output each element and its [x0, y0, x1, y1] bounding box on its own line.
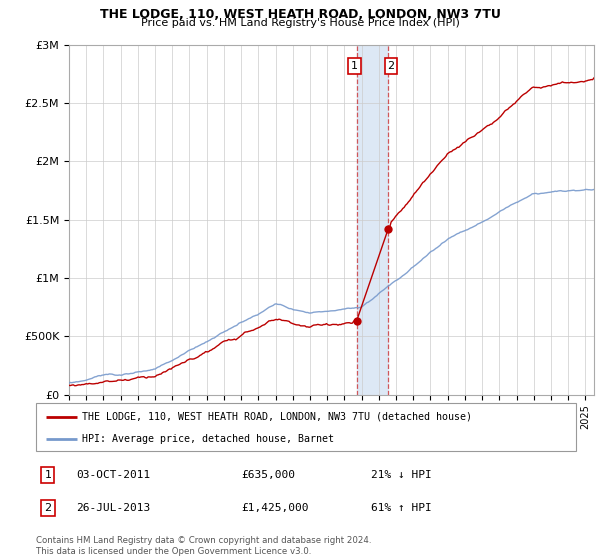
Text: £635,000: £635,000 — [241, 470, 295, 480]
Text: 2: 2 — [44, 503, 52, 513]
Text: THE LODGE, 110, WEST HEATH ROAD, LONDON, NW3 7TU (detached house): THE LODGE, 110, WEST HEATH ROAD, LONDON,… — [82, 412, 472, 422]
Bar — [358, 45, 388, 395]
Text: THE LODGE, 110, WEST HEATH ROAD, LONDON, NW3 7TU: THE LODGE, 110, WEST HEATH ROAD, LONDON,… — [100, 8, 500, 21]
Text: 1: 1 — [44, 470, 52, 480]
Text: HPI: Average price, detached house, Barnet: HPI: Average price, detached house, Barn… — [82, 435, 334, 445]
Text: Contains HM Land Registry data © Crown copyright and database right 2024.
This d: Contains HM Land Registry data © Crown c… — [36, 536, 371, 556]
Text: Price paid vs. HM Land Registry's House Price Index (HPI): Price paid vs. HM Land Registry's House … — [140, 18, 460, 29]
Text: 21% ↓ HPI: 21% ↓ HPI — [371, 470, 431, 480]
Text: 61% ↑ HPI: 61% ↑ HPI — [371, 503, 431, 513]
Text: 26-JUL-2013: 26-JUL-2013 — [77, 503, 151, 513]
Text: £1,425,000: £1,425,000 — [241, 503, 309, 513]
Text: 03-OCT-2011: 03-OCT-2011 — [77, 470, 151, 480]
Text: 1: 1 — [351, 61, 358, 71]
Text: 2: 2 — [388, 61, 394, 71]
